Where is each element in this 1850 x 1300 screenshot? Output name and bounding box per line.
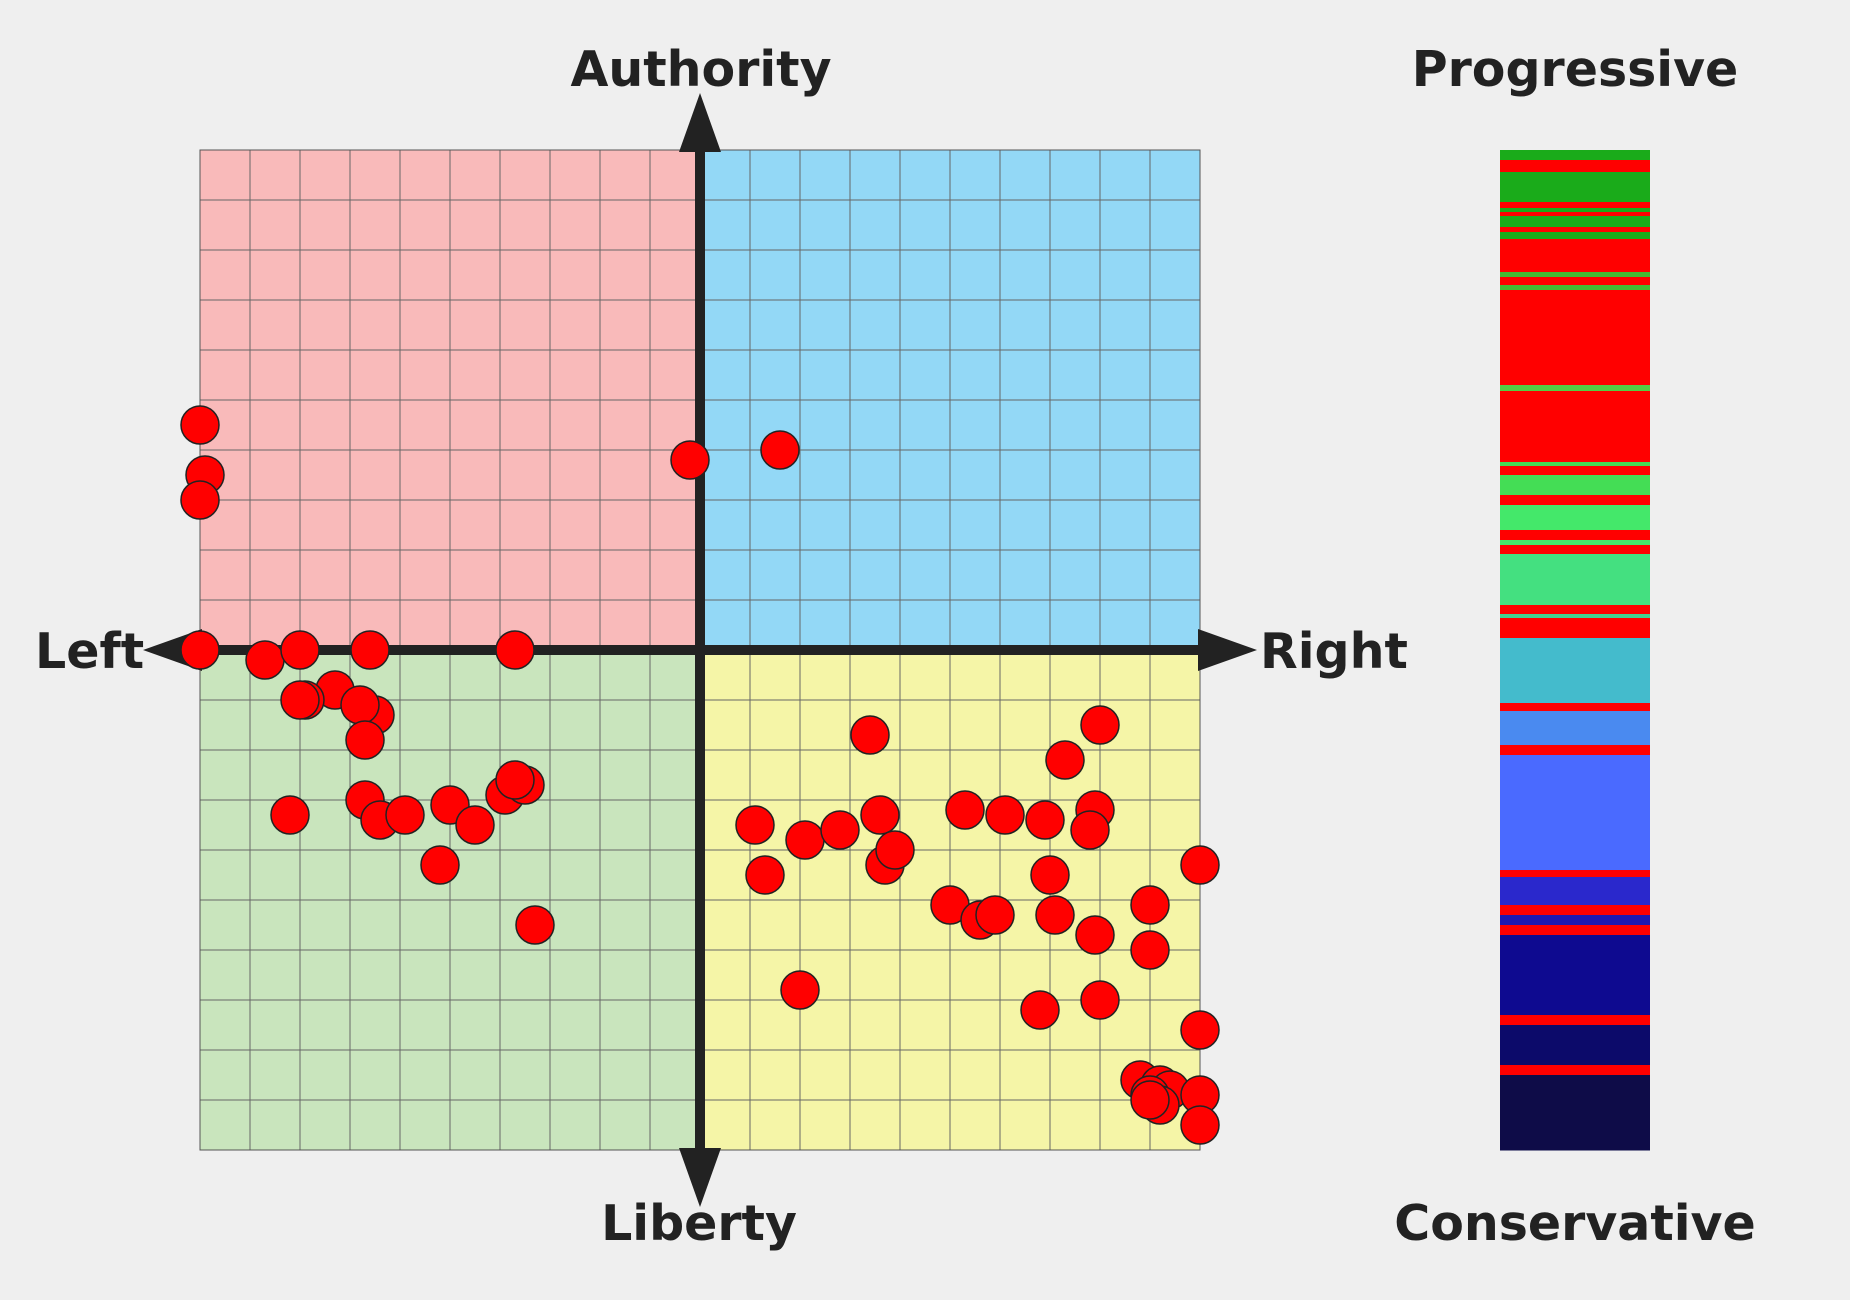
- color-bar-segment: [1500, 1075, 1650, 1151]
- data-point: [1181, 846, 1219, 884]
- color-bar-segment: [1500, 915, 1650, 926]
- color-bar-segment: [1500, 540, 1650, 546]
- color-bar-segment: [1500, 1015, 1650, 1026]
- data-point: [386, 796, 424, 834]
- color-bar-segment: [1500, 232, 1650, 240]
- color-bar-segment: [1500, 172, 1650, 203]
- data-point: [786, 821, 824, 859]
- axis-label-left: Left: [35, 623, 144, 680]
- data-point: [1021, 991, 1059, 1029]
- data-point: [1181, 1106, 1219, 1144]
- data-point: [346, 721, 384, 759]
- data-point: [1071, 811, 1109, 849]
- color-bar-segment: [1500, 505, 1650, 531]
- data-point: [1131, 931, 1169, 969]
- color-bar-segment: [1500, 605, 1650, 615]
- arrow-up-icon: [679, 93, 721, 152]
- color-bar-segment: [1500, 745, 1650, 756]
- data-point: [1036, 896, 1074, 934]
- data-point: [456, 806, 494, 844]
- data-point: [181, 406, 219, 444]
- color-bar-segment: [1500, 462, 1650, 467]
- color-bar-segment: [1500, 935, 1650, 1016]
- data-point: [781, 971, 819, 1009]
- color-bar-segment: [1500, 545, 1650, 555]
- data-point: [1031, 856, 1069, 894]
- data-point: [736, 806, 774, 844]
- data-point: [351, 631, 389, 669]
- data-point: [246, 641, 284, 679]
- color-bar-label-bottom: Conservative: [1394, 1195, 1755, 1252]
- color-bar-segment: [1500, 227, 1650, 233]
- arrow-right-icon: [1198, 629, 1257, 671]
- color-bar-segment: [1500, 216, 1650, 228]
- data-point: [1131, 1081, 1169, 1119]
- data-point: [1131, 886, 1169, 924]
- data-point: [976, 896, 1014, 934]
- data-point: [341, 686, 379, 724]
- data-point: [1026, 801, 1064, 839]
- progressive-conservative-color-bar: [1500, 150, 1650, 1151]
- color-bar-label-top: Progressive: [1412, 41, 1739, 98]
- data-point: [181, 631, 219, 669]
- color-bar-segment: [1500, 1065, 1650, 1076]
- data-point: [516, 906, 554, 944]
- axis-label-top: Authority: [570, 41, 831, 98]
- color-bar-segment: [1500, 466, 1650, 476]
- data-point: [821, 811, 859, 849]
- color-bar-segment: [1500, 614, 1650, 619]
- color-bar-segment: [1500, 495, 1650, 506]
- vertical-axis: [695, 140, 705, 1160]
- color-bar-segment: [1500, 638, 1650, 704]
- color-bar-segment: [1500, 703, 1650, 712]
- data-point: [1081, 706, 1119, 744]
- color-bar-segment: [1500, 272, 1650, 278]
- data-point: [746, 856, 784, 894]
- color-bar-segment: [1500, 554, 1650, 606]
- color-bar-segment: [1500, 1025, 1650, 1066]
- color-bar-segment: [1500, 239, 1650, 273]
- color-bar-segment: [1500, 160, 1650, 173]
- data-point: [496, 631, 534, 669]
- color-bar-segment: [1500, 475, 1650, 496]
- data-point: [271, 796, 309, 834]
- color-bar-segment: [1500, 208, 1650, 213]
- color-bar-segment: [1500, 290, 1650, 386]
- color-bar-segment: [1500, 212, 1650, 217]
- color-bar-segment: [1500, 755, 1650, 871]
- color-bar-segment: [1500, 877, 1650, 906]
- data-point: [1046, 741, 1084, 779]
- data-point: [851, 716, 889, 754]
- data-point: [946, 791, 984, 829]
- color-bar-segment: [1500, 711, 1650, 746]
- data-point: [496, 761, 534, 799]
- data-point: [181, 481, 219, 519]
- data-point: [761, 431, 799, 469]
- data-point: [1181, 1011, 1219, 1049]
- data-point: [1081, 981, 1119, 1019]
- color-bar-segment: [1500, 925, 1650, 936]
- color-bar-segment: [1500, 285, 1650, 291]
- color-bar-segment: [1500, 150, 1650, 161]
- data-point: [876, 831, 914, 869]
- color-bar-segment: [1500, 385, 1650, 392]
- data-point: [986, 796, 1024, 834]
- color-bar-segment: [1500, 391, 1650, 463]
- data-point: [281, 631, 319, 669]
- axis-label-right: Right: [1260, 623, 1408, 680]
- color-bar-segment: [1500, 202, 1650, 209]
- axis-label-bottom: Liberty: [601, 1195, 797, 1252]
- color-bar-segment: [1500, 618, 1650, 639]
- color-bar-segment: [1500, 277, 1650, 286]
- data-point: [421, 846, 459, 884]
- color-bar-segment: [1500, 870, 1650, 878]
- color-bar-segment: [1500, 530, 1650, 541]
- data-point: [861, 796, 899, 834]
- data-point: [671, 441, 709, 479]
- color-bar-segment: [1500, 905, 1650, 916]
- data-point: [1076, 916, 1114, 954]
- data-point: [281, 681, 319, 719]
